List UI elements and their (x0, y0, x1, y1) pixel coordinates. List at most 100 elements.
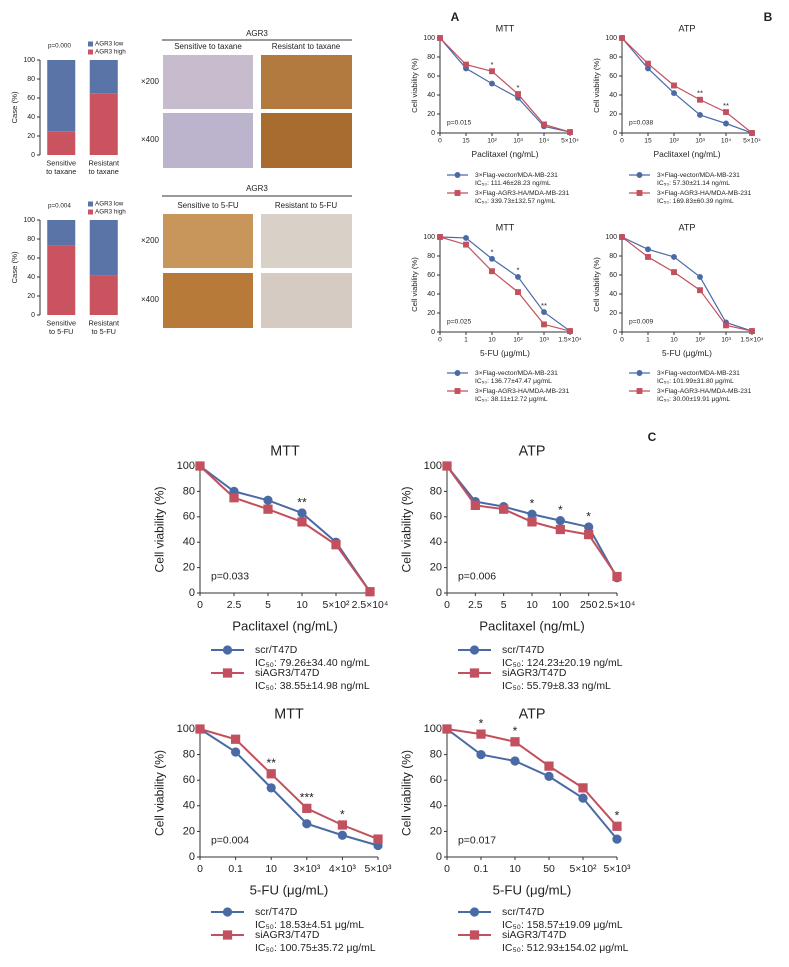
y-axis-label: Cell viability (%) (400, 486, 414, 572)
marker (297, 517, 307, 527)
legend-ic50: IC₅₀: 124.23±20.19 ng/mL (502, 658, 623, 669)
y-tick-label: 0 (31, 152, 35, 159)
series-line (621, 37, 753, 134)
marker (499, 504, 509, 514)
legend-ic50: IC₅₀: 136.77±47.47 μg/mL (475, 378, 552, 385)
x-tick-label: 15 (462, 137, 470, 144)
significance: * (530, 497, 535, 511)
marker (671, 254, 677, 260)
x-tick-label: 0.1 (228, 864, 243, 875)
x-tick-label: 2.5×10⁴ (599, 600, 636, 611)
y-tick-label: 20 (427, 111, 435, 118)
marker (723, 109, 729, 116)
x-axis-label: Paclitaxel (ng/mL) (232, 619, 338, 634)
panel-label: A (451, 10, 460, 24)
legend-label: 3×Flag-vector/MDA-MB-231 (657, 172, 740, 179)
legend-label: 3×Flag-vector/MDA-MB-231 (475, 172, 558, 179)
marker (266, 769, 276, 779)
x-tick-label: 0.1 (474, 864, 489, 875)
x-tick-label: 2.5×10⁴ (352, 600, 389, 611)
x-tick-label: 5×10³ (604, 864, 632, 875)
legend-marker (469, 930, 480, 940)
legend-marker (454, 190, 461, 196)
significance: ** (541, 301, 547, 310)
significance: * (517, 83, 520, 92)
bar-segment (47, 220, 76, 246)
series (619, 234, 755, 334)
x-tick-label: 0 (620, 137, 624, 144)
marker (541, 309, 547, 315)
y-tick-label: 60 (183, 774, 195, 786)
series-line (199, 465, 371, 593)
y-tick-label: 40 (430, 800, 442, 812)
y-tick-label: 0 (436, 587, 442, 599)
y-tick-label: 0 (31, 312, 35, 319)
y-tick-label: 80 (27, 236, 35, 243)
x-tick-label: 10² (669, 137, 679, 144)
significance: * (491, 248, 494, 257)
series (442, 461, 622, 582)
marker (749, 328, 755, 334)
y-tick-label: 0 (189, 587, 195, 599)
y-tick-label: 20 (609, 111, 617, 118)
legend-label: siAGR3/T47D (502, 930, 567, 941)
x-tick-label: Sensitive to 5-FU (46, 318, 76, 335)
y-tick-label: 40 (609, 92, 617, 99)
legend-marker (222, 907, 233, 917)
x-tick-label: 10³ (513, 137, 523, 144)
y-tick-label: 40 (27, 274, 35, 281)
marker (584, 529, 594, 540)
marker (697, 273, 703, 280)
x-tick-label: 10² (695, 336, 705, 343)
significance: ** (297, 495, 307, 509)
x-tick-label: Sensitive to taxane (46, 158, 76, 175)
x-tick-label: 1 (464, 336, 468, 343)
x-tick-label: 2.5 (468, 600, 483, 611)
marker (584, 522, 594, 532)
marker (619, 35, 625, 41)
p-value: p=0.009 (629, 318, 653, 325)
x-tick-label: 10³ (539, 336, 549, 343)
chart-title: MTT (496, 222, 515, 232)
marker (645, 65, 651, 72)
x-tick-label: 0 (444, 864, 450, 875)
y-axis-label: Cell viability (%) (410, 257, 419, 312)
marker (463, 241, 469, 248)
x-axis-label: 5-FU (μg/mL) (493, 883, 572, 898)
ihc-column: Resistant to 5-FU (275, 201, 337, 210)
y-tick-label: 60 (609, 272, 617, 279)
y-tick-label: 40 (183, 536, 195, 548)
marker (489, 80, 495, 87)
ihc-title: AGR3 (246, 29, 268, 38)
marker (555, 515, 565, 526)
legend-label: 3×Flag-AGR3-HA/MDA-MB-231 (657, 388, 752, 395)
legend-ic50: IC₅₀: 100.75±35.72 μg/mL (255, 943, 376, 954)
marker (527, 517, 537, 527)
y-tick-label: 100 (423, 234, 435, 241)
marker (229, 493, 239, 503)
bar-segment (89, 220, 118, 276)
series-line (621, 236, 753, 332)
x-tick-label: 10 (488, 336, 496, 343)
marker (302, 819, 312, 829)
p-value: p=0.004 (48, 203, 71, 210)
series-line (439, 236, 571, 332)
y-tick-label: 20 (183, 825, 195, 837)
marker (671, 269, 677, 276)
x-tick-label: 0 (438, 336, 442, 343)
legend-swatch (88, 201, 93, 207)
significance: ** (723, 101, 729, 110)
series-line (439, 37, 571, 133)
x-tick-label: 5×10⁴ (561, 137, 579, 144)
series-line (199, 465, 371, 593)
legend-marker (222, 668, 233, 678)
legend-label: siAGR3/T47D (255, 930, 320, 941)
panel-label: C (648, 430, 657, 444)
chart-title: ATP (519, 706, 546, 722)
legend-label: AGR3 high (95, 209, 126, 216)
marker (697, 96, 703, 103)
x-tick-label: 5×10⁴ (743, 137, 761, 144)
marker (263, 495, 273, 505)
legend-label: 3×Flag-AGR3-HA/MDA-MB-231 (657, 190, 752, 197)
y-tick-label: 100 (177, 460, 195, 472)
